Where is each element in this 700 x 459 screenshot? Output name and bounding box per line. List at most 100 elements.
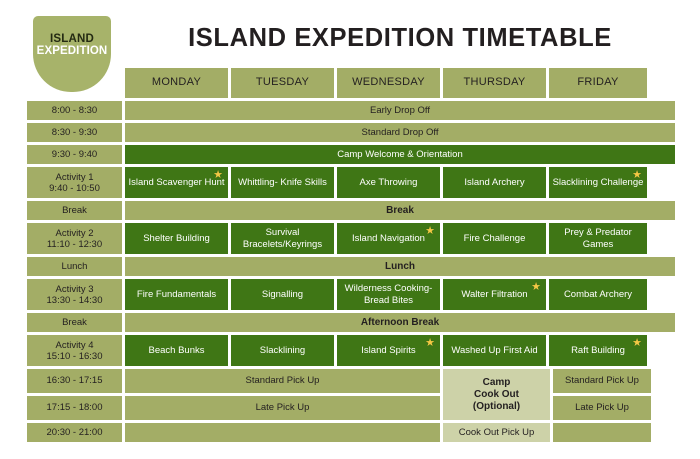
star-icon: ★	[632, 169, 642, 181]
cell-activity3-tuesday[interactable]: Signalling	[231, 279, 334, 310]
cell-activity1-monday[interactable]: Island Scavenger Hunt ★	[125, 167, 228, 198]
row-early-drop-off: 8:00 - 8:30 Early Drop Off	[27, 101, 675, 120]
activity-3-range: 13:30 - 14:30	[46, 294, 103, 306]
activity-label: Wilderness Cooking- Bread Bites	[344, 283, 433, 306]
cell-cook-out-pickup-friday	[553, 423, 651, 442]
activity-1-name: Activity 1	[55, 171, 94, 183]
activity-label: Slacklining	[259, 344, 306, 356]
cell-standard-pickup-friday: Standard Pick Up	[553, 369, 651, 393]
activity-label: Prey & Predator Games	[564, 227, 632, 250]
activity-label: Axe Throwing	[359, 176, 418, 188]
row-pickup-block: 16:30 - 17:15 17:15 - 18:00 Standard Pic…	[27, 369, 675, 420]
time-label-standard-pickup: 16:30 - 17:15	[27, 369, 122, 393]
cell-activity4-tuesday[interactable]: Slacklining	[231, 335, 334, 366]
cell-camp-cook-out[interactable]: Camp Cook Out (Optional)	[443, 369, 550, 420]
activity-label: Signalling	[261, 288, 304, 300]
cell-activity1-thursday[interactable]: Island Archery	[443, 167, 546, 198]
row-standard-drop-off: 8:30 - 9:30 Standard Drop Off	[27, 123, 675, 142]
activity-1-range: 9:40 - 10:50	[49, 182, 100, 194]
cell-activity4-thursday[interactable]: Washed Up First Aid	[443, 335, 546, 366]
cell-late-pickup-main: Late Pick Up	[125, 396, 440, 420]
row-activity-2: Activity 2 11:10 - 12:30 Shelter Buildin…	[27, 223, 675, 254]
time-label-break-1: Break	[27, 201, 122, 220]
activity-4-name: Activity 4	[55, 339, 94, 351]
island-expedition-logo: ISLAND EXPEDITION	[33, 16, 111, 92]
activity-label: Combat Archery	[563, 288, 633, 300]
cell-activity3-thursday[interactable]: Walter Filtration ★	[443, 279, 546, 310]
time-label-activity-4: Activity 4 15:10 - 16:30	[27, 335, 122, 366]
cell-activity2-tuesday[interactable]: Survival Bracelets/Keyrings	[231, 223, 334, 254]
logo-line-island: ISLAND	[49, 32, 94, 45]
activity-2-name: Activity 2	[55, 227, 94, 239]
day-header-tuesday: TUESDAY	[231, 68, 334, 98]
star-icon: ★	[425, 337, 435, 349]
cell-activity1-friday[interactable]: Slacklining Challenge ★	[549, 167, 647, 198]
logo-line-expedition: EXPEDITION	[36, 44, 108, 57]
time-label-activity-2: Activity 2 11:10 - 12:30	[27, 223, 122, 254]
page-header: ISLAND EXPEDITION ISLAND EXPEDITION TIME…	[0, 0, 700, 92]
timetable-grid: MONDAY TUESDAY WEDNESDAY THURSDAY FRIDAY…	[27, 68, 675, 445]
day-header-friday: FRIDAY	[549, 68, 647, 98]
cell-camp-welcome-orientation: Camp Welcome & Orientation	[125, 145, 675, 164]
star-icon: ★	[425, 225, 435, 237]
cell-activity4-friday[interactable]: Raft Building ★	[549, 335, 647, 366]
time-label-lunch: Lunch	[27, 257, 122, 276]
cell-activity3-monday[interactable]: Fire Fundamentals	[125, 279, 228, 310]
activity-label: Island Navigation	[352, 232, 425, 244]
day-header-row: MONDAY TUESDAY WEDNESDAY THURSDAY FRIDAY	[27, 68, 675, 98]
activity-4-range: 15:10 - 16:30	[46, 350, 103, 362]
cell-activity4-wednesday[interactable]: Island Spirits ★	[337, 335, 440, 366]
cell-cook-out-pickup-thursday: Cook Out Pick Up	[443, 423, 550, 442]
cell-break-1: Break	[125, 201, 675, 220]
time-label-late-pickup: 17:15 - 18:00	[27, 396, 122, 420]
cell-activity3-wednesday[interactable]: Wilderness Cooking- Bread Bites	[337, 279, 440, 310]
cell-activity4-monday[interactable]: Beach Bunks	[125, 335, 228, 366]
time-label-activity-3: Activity 3 13:30 - 14:30	[27, 279, 122, 310]
time-label-break-2: Break	[27, 313, 122, 332]
activity-label: Shelter Building	[143, 232, 210, 244]
activity-3-name: Activity 3	[55, 283, 94, 295]
cell-camp-cook-out-wrapper[interactable]: Camp Cook Out (Optional)	[443, 369, 550, 420]
star-icon: ★	[531, 281, 541, 293]
cell-standard-pickup-main: Standard Pick Up	[125, 369, 440, 393]
camp-cook-out-label: Camp Cook Out (Optional)	[472, 376, 521, 412]
time-label-standard-drop: 8:30 - 9:30	[27, 123, 122, 142]
day-header-thursday: THURSDAY	[443, 68, 546, 98]
row-activity-4: Activity 4 15:10 - 16:30 Beach Bunks Sla…	[27, 335, 675, 366]
cell-activity2-friday[interactable]: Prey & Predator Games	[549, 223, 647, 254]
row-camp-welcome: 9:30 - 9:40 Camp Welcome & Orientation	[27, 145, 675, 164]
cell-early-drop-off: Early Drop Off	[125, 101, 675, 120]
activity-label: Whittling- Knife Skills	[238, 176, 327, 188]
row-break-1: Break Break	[27, 201, 675, 220]
row-activity-1: Activity 1 9:40 - 10:50 Island Scavenger…	[27, 167, 675, 198]
friday-pickup-stack: Standard Pick Up Late Pick Up	[553, 369, 651, 420]
star-icon: ★	[632, 337, 642, 349]
cell-lunch: Lunch	[125, 257, 675, 276]
time-label-activity-1: Activity 1 9:40 - 10:50	[27, 167, 122, 198]
cell-activity1-wednesday[interactable]: Axe Throwing	[337, 167, 440, 198]
row-break-2: Break Afternoon Break	[27, 313, 675, 332]
activity-label: Island Spirits	[361, 344, 416, 356]
cell-activity1-tuesday[interactable]: Whittling- Knife Skills	[231, 167, 334, 198]
day-header-wednesday: WEDNESDAY	[337, 68, 440, 98]
activity-label: Fire Challenge	[463, 232, 526, 244]
cell-standard-drop-off: Standard Drop Off	[125, 123, 675, 142]
activity-label: Island Scavenger Hunt	[128, 176, 225, 188]
cell-activity2-thursday[interactable]: Fire Challenge	[443, 223, 546, 254]
cell-activity2-wednesday[interactable]: Island Navigation ★	[337, 223, 440, 254]
row-activity-3: Activity 3 13:30 - 14:30 Fire Fundamenta…	[27, 279, 675, 310]
cell-afternoon-break: Afternoon Break	[125, 313, 675, 332]
cell-late-pickup-friday: Late Pick Up	[553, 396, 651, 420]
activity-label: Fire Fundamentals	[136, 288, 217, 300]
activity-label: Beach Bunks	[148, 344, 205, 356]
activity-label: Raft Building	[571, 344, 625, 356]
activity-label: Slacklining Challenge	[552, 176, 644, 188]
cell-activity3-friday[interactable]: Combat Archery	[549, 279, 647, 310]
day-header-monday: MONDAY	[125, 68, 228, 98]
activity-label: Survival Bracelets/Keyrings	[242, 227, 323, 250]
cell-activity2-monday[interactable]: Shelter Building	[125, 223, 228, 254]
star-icon: ★	[213, 169, 223, 181]
activity-label: Island Archery	[464, 176, 525, 188]
time-label-early-drop: 8:00 - 8:30	[27, 101, 122, 120]
